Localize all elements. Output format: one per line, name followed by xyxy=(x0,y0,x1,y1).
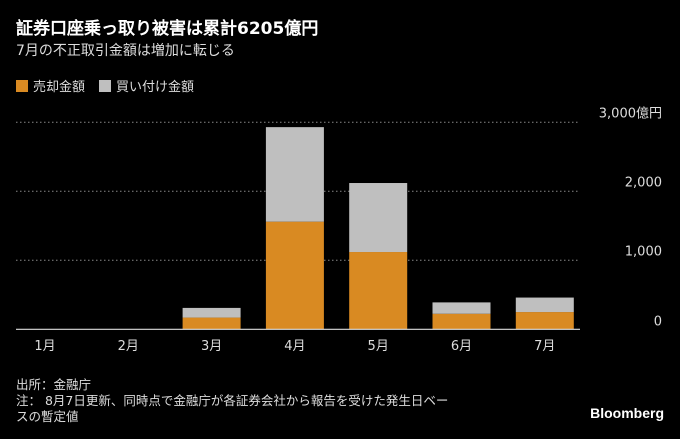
bar-sell xyxy=(265,221,324,330)
bar-buy xyxy=(265,127,324,222)
x-tick-label: 1月 xyxy=(34,339,55,354)
bloomberg-logo: Bloomberg xyxy=(590,405,664,421)
legend-swatch xyxy=(99,80,112,92)
x-tick-label: 3月 xyxy=(201,339,222,354)
legend-label: 買い付け金額 xyxy=(116,80,195,95)
legend-label: 売却金額 xyxy=(33,80,86,95)
x-tick-label: 4月 xyxy=(284,339,305,354)
y-tick-label: 0 xyxy=(654,314,662,329)
y-tick-label: 1,000 xyxy=(625,244,662,259)
bar-buy xyxy=(432,302,491,314)
bar-buy xyxy=(349,183,408,253)
x-tick-label: 2月 xyxy=(118,339,139,354)
legend-item-sell: 売却金額 xyxy=(16,76,85,95)
bar-sell xyxy=(432,313,491,330)
legend-item-buy: 買い付け金額 xyxy=(99,76,194,95)
legend-swatch xyxy=(16,80,28,92)
legend: 売却金額 買い付け金額 xyxy=(16,76,194,95)
x-tick-label: 5月 xyxy=(368,339,389,354)
chart-subtitle: 7月の不正取引金額は増加に転じる xyxy=(16,43,235,59)
chart-title: 証券口座乗っ取り被害は累計6205億円 xyxy=(16,19,319,39)
bar-sell xyxy=(515,312,574,330)
y-tick-label: 3,000億円 xyxy=(599,105,662,121)
footnotes: 出所：金融庁 注： 8月7日更新、同時点で金融庁が各証券会社から報告を受けた発生… xyxy=(16,377,448,425)
bar-buy xyxy=(515,297,574,313)
bar-sell xyxy=(182,317,241,330)
source: 出所：金融庁 xyxy=(16,377,92,392)
y-tick-label: 2,000 xyxy=(625,175,662,190)
x-tick-label: 7月 xyxy=(534,339,555,354)
note: 注： 8月7日更新、同時点で金融庁が各証券会社から報告を受けた発生日ベー xyxy=(16,393,449,408)
bar-sell xyxy=(349,252,408,330)
note-cont: スの暫定値 xyxy=(16,409,79,424)
x-tick-label: 6月 xyxy=(451,339,472,354)
bar-buy xyxy=(182,307,241,318)
